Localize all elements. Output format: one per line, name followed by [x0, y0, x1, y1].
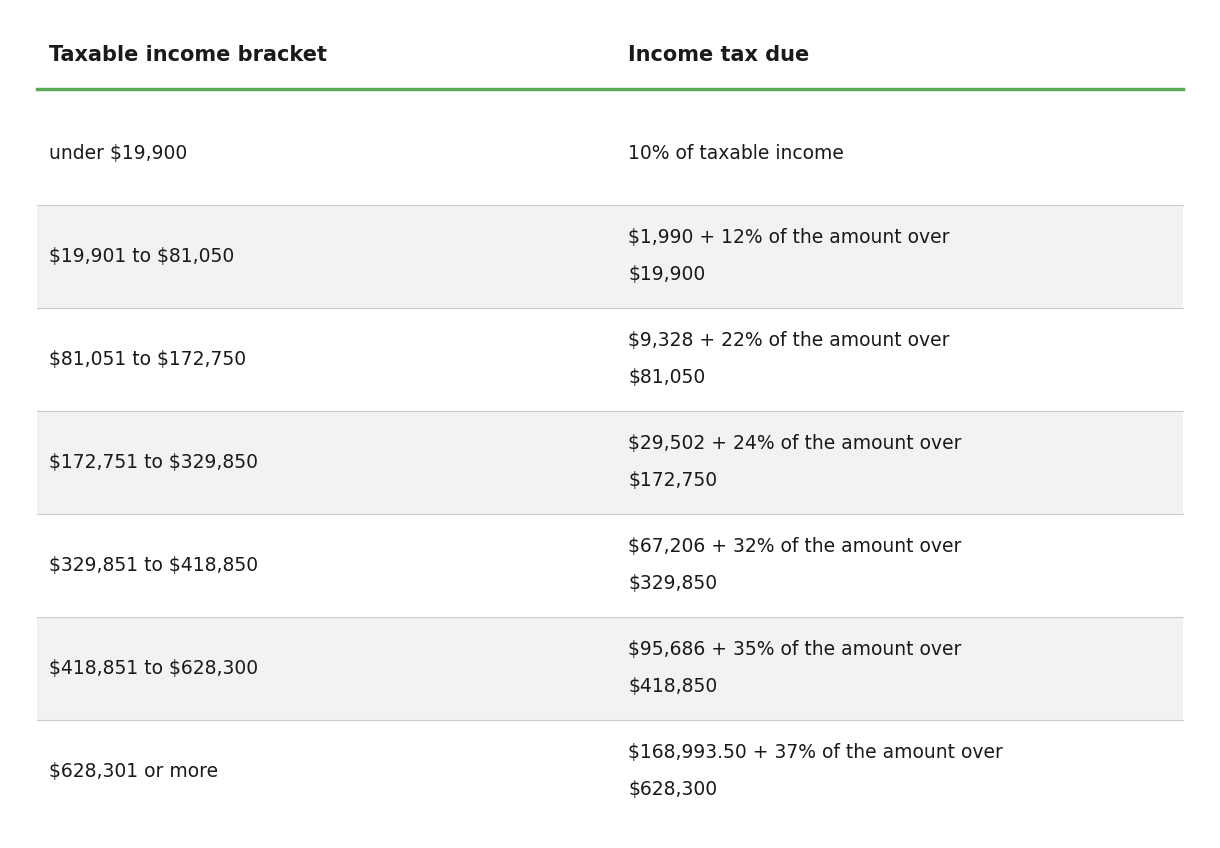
Text: under $19,900: under $19,900	[49, 144, 187, 163]
Text: $168,993.50 + 37% of the amount over: $168,993.50 + 37% of the amount over	[628, 743, 1003, 762]
Text: Taxable income bracket: Taxable income bracket	[49, 45, 327, 65]
Bar	[37, 410, 1183, 514]
Text: $81,051 to $172,750: $81,051 to $172,750	[49, 349, 246, 369]
Text: $81,050: $81,050	[628, 368, 705, 388]
Text: $19,900: $19,900	[628, 265, 705, 284]
Text: $29,502 + 24% of the amount over: $29,502 + 24% of the amount over	[628, 434, 961, 453]
Bar	[37, 616, 1183, 720]
Text: $95,686 + 35% of the amount over: $95,686 + 35% of the amount over	[628, 640, 961, 659]
Bar	[37, 204, 1183, 308]
Text: 10% of taxable income: 10% of taxable income	[628, 144, 844, 163]
Text: $172,751 to $329,850: $172,751 to $329,850	[49, 453, 257, 471]
Text: $418,850: $418,850	[628, 678, 717, 696]
Text: $9,328 + 22% of the amount over: $9,328 + 22% of the amount over	[628, 331, 950, 350]
Text: $418,851 to $628,300: $418,851 to $628,300	[49, 659, 257, 678]
Text: $628,300: $628,300	[628, 780, 717, 799]
Text: Income tax due: Income tax due	[628, 45, 810, 65]
Text: $329,851 to $418,850: $329,851 to $418,850	[49, 555, 257, 575]
Text: $329,850: $329,850	[628, 574, 717, 594]
Text: $19,901 to $81,050: $19,901 to $81,050	[49, 247, 234, 265]
Text: $67,206 + 32% of the amount over: $67,206 + 32% of the amount over	[628, 537, 961, 556]
Text: $628,301 or more: $628,301 or more	[49, 762, 218, 780]
Text: $172,750: $172,750	[628, 471, 717, 490]
Text: $1,990 + 12% of the amount over: $1,990 + 12% of the amount over	[628, 228, 950, 247]
